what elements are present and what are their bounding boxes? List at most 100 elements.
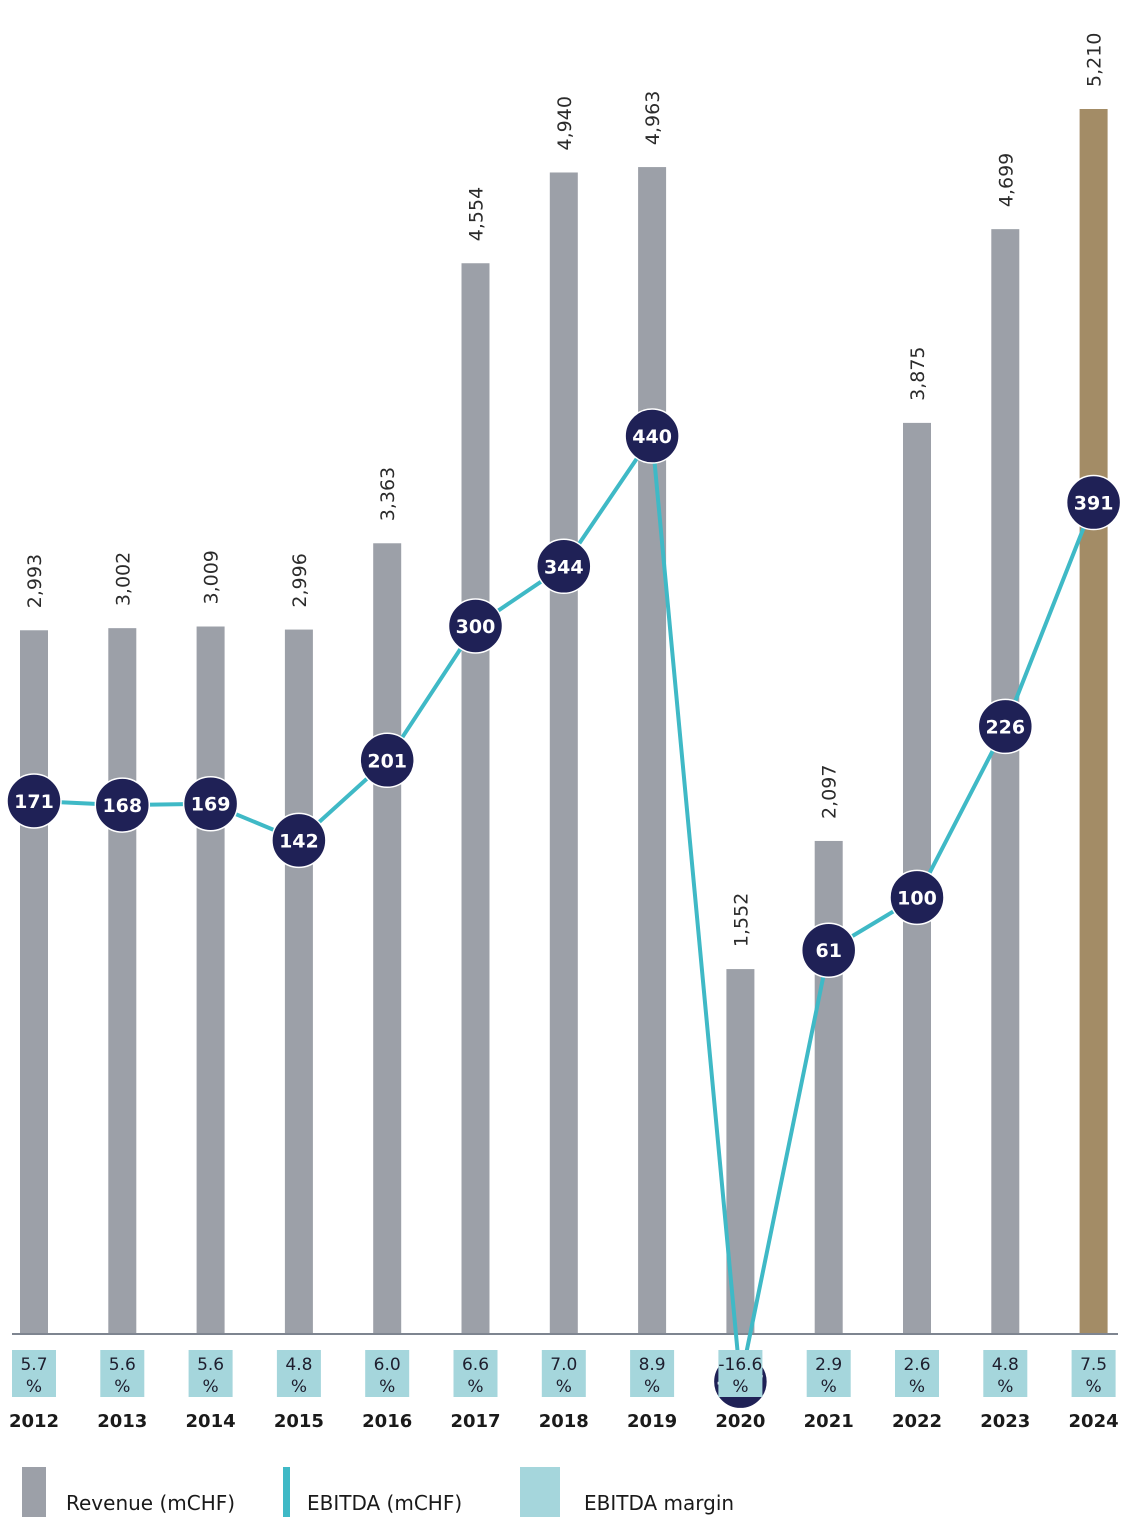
ebitda-marker-2021 — [800, 922, 857, 978]
revenue-bar-2024 — [1079, 109, 1108, 1334]
margin-unit-2012: % — [26, 1377, 42, 1397]
legend-swatch-margin — [520, 1467, 560, 1517]
ebitda-label-2019: 440 — [632, 426, 672, 448]
revenue-label-2023: 4,699 — [995, 153, 1017, 207]
margin-unit-2020: % — [732, 1377, 748, 1397]
ebitda-marker-2013 — [94, 777, 151, 833]
ebitda-label-2016: 201 — [367, 750, 407, 772]
revenue-bars — [20, 109, 1108, 1335]
ebitda-marker-2017 — [447, 598, 504, 654]
year-label-2020: 2020 — [715, 1411, 765, 1432]
margin-unit-2022: % — [909, 1377, 925, 1397]
ebitda-label-2013: 168 — [102, 795, 142, 817]
year-label-2017: 2017 — [450, 1411, 500, 1432]
margin-unit-2018: % — [556, 1377, 572, 1397]
margin-unit-2017: % — [467, 1377, 483, 1397]
legend-label-ebitda: EBITDA (mCHF) — [307, 1491, 462, 1515]
ebitda-label-2015: 142 — [279, 830, 319, 852]
margin-unit-2019: % — [644, 1377, 660, 1397]
revenue-bar-2023 — [991, 229, 1020, 1334]
ebitda-marker-2022 — [889, 869, 945, 926]
ebitda-label-2022: 100 — [897, 887, 937, 909]
margin-box-2012 — [12, 1350, 56, 1397]
revenue-label-2013: 3,002 — [112, 552, 134, 606]
year-label-2023: 2023 — [980, 1411, 1030, 1432]
legend-swatch-ebitda — [283, 1467, 290, 1517]
margin-box-2023 — [983, 1350, 1028, 1397]
revenue-bar-2017 — [461, 263, 490, 1335]
revenue-label-2014: 3,009 — [201, 550, 223, 604]
revenue-label-2022: 3,875 — [907, 346, 929, 400]
revenue-labels: 2,993 3,002 3,009 2,996 3,363 4,554 4,940 4,963… — [24, 33, 1106, 947]
revenue-label-2012: 2,993 — [24, 554, 46, 608]
margin-value-2020: -16.6 — [718, 1355, 762, 1375]
ebitda-label-2017: 300 — [456, 616, 496, 638]
margin-value-2024: 7.5 — [1080, 1355, 1107, 1375]
legend: Revenue (mCHF) EBITDA (mCHF) EBITDA margin — [22, 1467, 734, 1517]
year-labels: 2012 2013 2014 2015 2016 2017 2018 2019 2020 2021… — [9, 1411, 1119, 1432]
revenue-label-2017: 4,554 — [466, 187, 488, 241]
ebitda-marker-2014 — [182, 775, 239, 832]
margin-value-2017: 6.6 — [462, 1355, 489, 1375]
revenue-bar-2021 — [814, 840, 843, 1334]
year-label-2021: 2021 — [804, 1411, 854, 1432]
year-label-2015: 2015 — [274, 1411, 324, 1432]
ebitda-label-2018: 344 — [544, 556, 584, 578]
margin-unit-2015: % — [291, 1377, 307, 1397]
revenue-bar-2012 — [20, 630, 48, 1334]
margin-unit-2021: % — [821, 1377, 837, 1397]
margin-value-2012: 5.7 — [20, 1355, 47, 1375]
margin-value-2013: 5.6 — [109, 1355, 136, 1375]
margin-box-2017 — [453, 1350, 498, 1397]
margin-unit-2013: % — [114, 1377, 130, 1397]
ebitda-label-2012: 171 — [14, 791, 54, 813]
margin-value-2021: 2.9 — [815, 1355, 842, 1375]
revenue-label-2018: 4,940 — [554, 96, 576, 150]
margin-box-2016 — [365, 1350, 410, 1397]
margin-box-2024 — [1071, 1350, 1116, 1397]
margin-value-2016: 6.0 — [374, 1355, 401, 1375]
revenue-bar-2016 — [373, 543, 402, 1334]
margin-box-2022 — [895, 1350, 939, 1397]
margin-box-2014 — [188, 1350, 233, 1397]
year-label-2024: 2024 — [1069, 1411, 1119, 1432]
legend-swatch-revenue — [22, 1467, 46, 1517]
legend-label-margin: EBITDA margin — [584, 1491, 734, 1515]
margin-box-2013 — [100, 1350, 145, 1397]
ebitda-marker-2018 — [536, 538, 592, 595]
margin-value-2015: 4.8 — [285, 1355, 312, 1375]
revenue-bar-2015 — [284, 629, 313, 1334]
revenue-label-2015: 2,996 — [289, 553, 311, 607]
year-label-2013: 2013 — [97, 1411, 147, 1432]
margin-unit-2023: % — [997, 1377, 1013, 1397]
margin-box-2015 — [276, 1350, 321, 1397]
year-label-2014: 2014 — [186, 1411, 236, 1432]
margin-box-2021 — [806, 1350, 851, 1397]
ebitda-marker-2023 — [977, 698, 1034, 755]
year-label-2019: 2019 — [627, 1411, 677, 1432]
ebitda-label-2023: 226 — [985, 716, 1025, 738]
ebitda-marker-2012 — [6, 773, 62, 829]
revenue-bar-2019 — [638, 167, 667, 1335]
legend-label-revenue: Revenue (mCHF) — [66, 1491, 235, 1515]
margin-box-2018 — [541, 1350, 586, 1397]
margin-unit-2014: % — [203, 1377, 219, 1397]
year-label-2022: 2022 — [892, 1411, 942, 1432]
revenue-label-2016: 3,363 — [377, 467, 399, 521]
revenue-label-2019: 4,963 — [642, 91, 664, 145]
revenue-bar-2014 — [196, 626, 225, 1334]
margin-value-2018: 7.0 — [550, 1355, 577, 1375]
margin-box-2020 — [718, 1350, 763, 1397]
ebitda-marker-2016 — [359, 732, 415, 789]
ebitda-label-2014: 169 — [191, 794, 231, 816]
year-label-2012: 2012 — [9, 1411, 59, 1432]
margin-unit-2024: % — [1086, 1377, 1102, 1397]
revenue-label-2020: 1,552 — [730, 893, 752, 947]
revenue-bar-2018 — [549, 172, 578, 1335]
ebitda-marker-2015 — [271, 812, 327, 869]
ebitda-label-2021: 61 — [815, 940, 841, 962]
margin-value-2023: 4.8 — [992, 1355, 1019, 1375]
revenue-label-2021: 2,097 — [819, 765, 841, 819]
revenue-label-2024: 5,210 — [1084, 33, 1106, 87]
